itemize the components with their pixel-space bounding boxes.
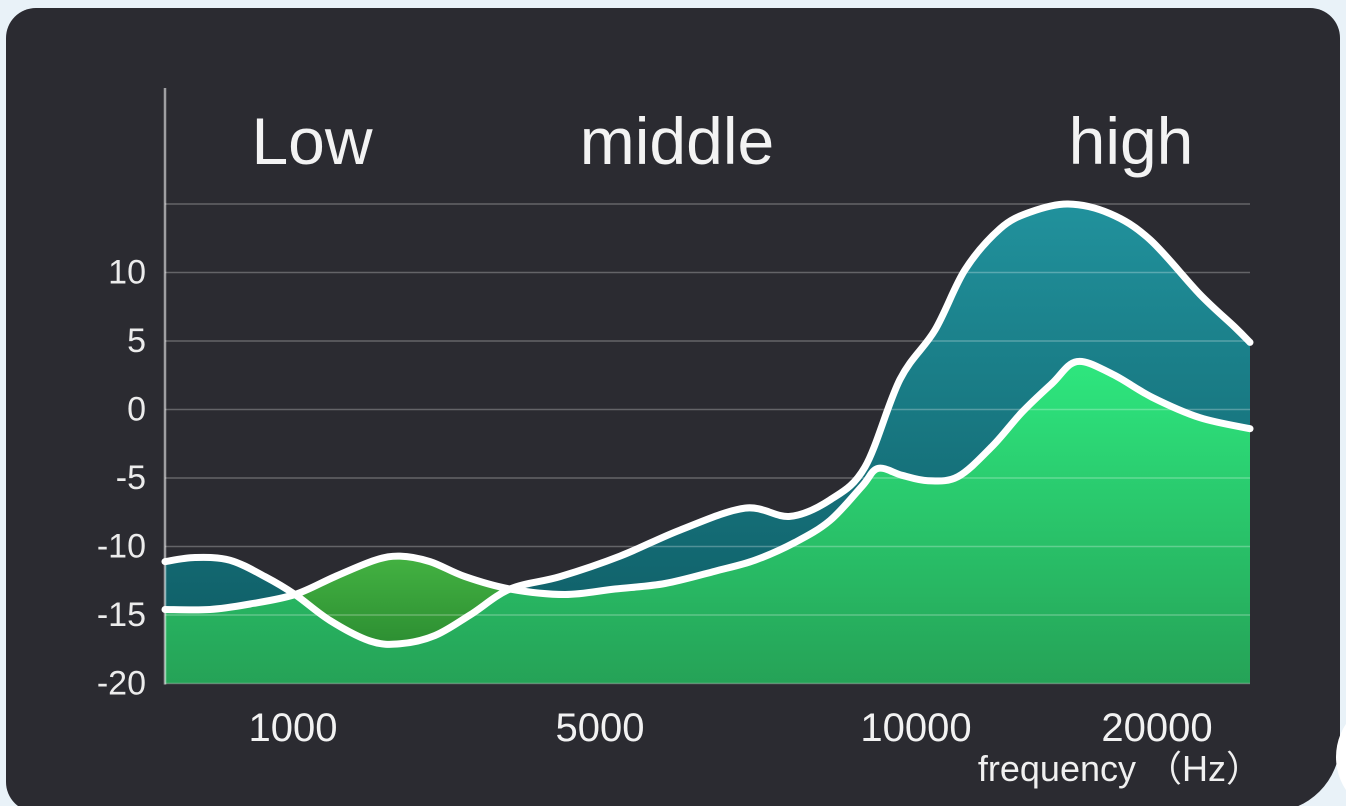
band-label-low: Low bbox=[251, 104, 373, 178]
band-label-high: high bbox=[1068, 104, 1194, 178]
y-tick-label--5: -5 bbox=[116, 459, 146, 497]
y-tick-label--15: -15 bbox=[97, 596, 146, 634]
x-axis-title: frequency （Hz） bbox=[977, 748, 1262, 789]
y-tick-label--10: -10 bbox=[97, 528, 146, 566]
y-tick-label-5: 5 bbox=[127, 322, 146, 360]
decor-circle bbox=[1336, 723, 1346, 791]
y-tick-label-0: 0 bbox=[127, 391, 146, 429]
curve-green-stroke bbox=[161, 357, 1254, 614]
y-tick-label-10: 10 bbox=[108, 254, 146, 292]
y-tick-label--20: -20 bbox=[97, 665, 146, 703]
curve-teal-stroke bbox=[161, 200, 1254, 648]
band-label-middle: middle bbox=[579, 104, 775, 178]
x-tick-label-10000: 10000 bbox=[860, 706, 971, 750]
x-tick-label-1000: 1000 bbox=[249, 706, 338, 750]
x-tick-label-5000: 5000 bbox=[556, 706, 645, 750]
area-series-green bbox=[165, 361, 1250, 684]
x-tick-label-20000: 20000 bbox=[1101, 706, 1212, 750]
